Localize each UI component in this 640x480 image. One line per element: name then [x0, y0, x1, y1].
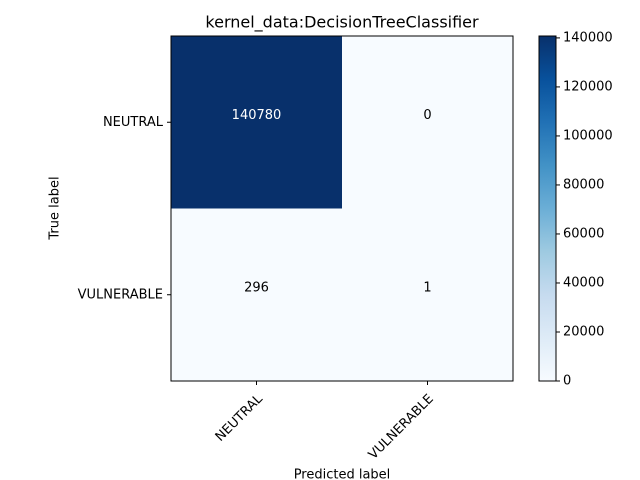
colorbar-tick-label: 80000: [563, 177, 604, 192]
colorbar-tick-label: 100000: [563, 128, 613, 143]
colorbar-tick-label: 120000: [563, 79, 613, 94]
heatmap-cell: [171, 36, 342, 209]
cell-label: 1: [423, 280, 431, 295]
chart-title: kernel_data:DecisionTreeClassifier: [205, 13, 479, 33]
x-tick-label: NEUTRAL: [213, 391, 267, 445]
heatmap-cell: [342, 208, 513, 381]
heatmap-cell: [342, 36, 513, 209]
x-axis-label: Predicted label: [294, 468, 391, 480]
plot-frame: [170, 35, 514, 382]
colorbar-tick-label: 140000: [563, 30, 613, 45]
cell-label: 296: [244, 280, 269, 295]
colorbar-tick-label: 20000: [563, 324, 604, 339]
colorbar-tick-label: 40000: [563, 275, 604, 290]
colorbar: [538, 35, 557, 382]
colorbar-tick-label: 0: [563, 374, 571, 389]
cell-label: 140780: [232, 108, 282, 123]
cell-label: 0: [423, 108, 431, 123]
y-axis-label: True label: [48, 176, 63, 240]
y-tick-label: NEUTRAL: [103, 115, 164, 130]
heatmap-cell: [171, 208, 342, 381]
x-tick-label: VULNERABLE: [366, 392, 437, 463]
y-tick-label: VULNERABLE: [78, 287, 163, 302]
colorbar-tick-label: 60000: [563, 226, 604, 241]
